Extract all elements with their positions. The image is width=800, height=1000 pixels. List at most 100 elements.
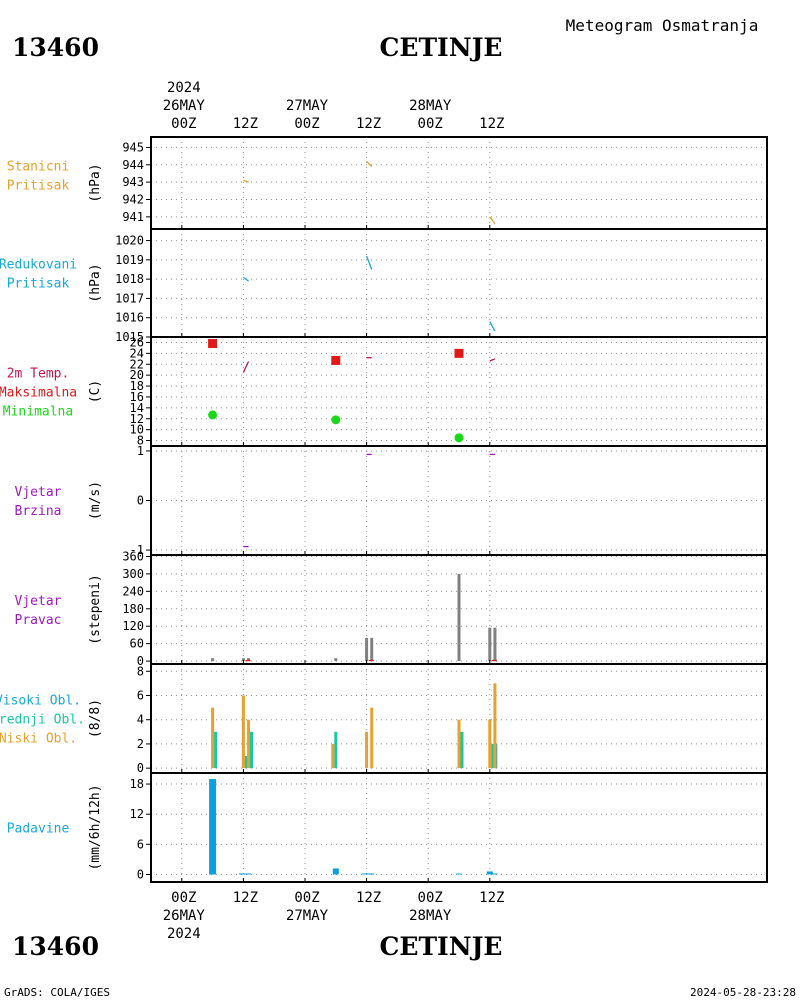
time-axis-hour-label: 12Z xyxy=(479,890,504,906)
tick-labels: 9419429439449451015101610171018101910208… xyxy=(115,140,144,881)
panel-labels: (hPa) Stanicni Pritisak (hPa) Redukovani Prit… xyxy=(0,160,103,871)
precipitation-bar xyxy=(332,868,339,875)
y-tick-label: 6 xyxy=(137,837,144,851)
panel-label: Pritisak xyxy=(7,179,70,194)
wind_direction-bar xyxy=(488,627,492,662)
clouds-bar xyxy=(491,743,495,769)
clouds-bar xyxy=(247,719,251,769)
panel-label: Pravac xyxy=(15,613,62,628)
y-tick-label: 22 xyxy=(130,357,144,371)
wind_direction-bar xyxy=(334,658,338,662)
panel-unit-label: (hPa) xyxy=(88,163,103,202)
clouds-bar xyxy=(457,719,461,769)
temperature-min-marker xyxy=(331,415,341,425)
time-axis-day-label: 26MAY xyxy=(163,98,206,114)
wind_direction-bar xyxy=(365,637,369,662)
panel-frames xyxy=(146,136,768,883)
time-axis-hour-label: 12Z xyxy=(233,116,258,132)
station-name-top: CETINJE xyxy=(380,33,503,62)
precipitation-bar xyxy=(486,871,493,875)
time-axis-hour-label: 00Z xyxy=(294,890,319,906)
temperature-max-marker xyxy=(331,355,341,365)
y-tick-label: 12 xyxy=(130,412,144,426)
y-tick-label: 16 xyxy=(130,390,144,404)
y-tick-label: 300 xyxy=(122,567,144,581)
clouds-bar xyxy=(334,731,338,769)
y-tick-label: 10 xyxy=(130,423,144,437)
station-id-top: 13460 xyxy=(12,33,99,62)
y-tick-label: 18 xyxy=(130,379,144,393)
clouds-bar xyxy=(488,719,492,769)
temperature-max-marker xyxy=(454,348,464,358)
temperature-min-marker xyxy=(454,433,464,443)
time-axis-year-label: 2024 xyxy=(167,80,201,96)
panel-unit-label: (8/8) xyxy=(88,699,103,738)
wind_direction-bar xyxy=(493,627,497,662)
time-axis-hour-label: 00Z xyxy=(294,116,319,132)
y-tick-label: 941 xyxy=(122,210,144,224)
station_pressure-line xyxy=(366,160,373,167)
clouds-bar xyxy=(365,731,369,769)
wind_direction-bar xyxy=(370,637,374,662)
time-axis-day-label: 28MAY xyxy=(409,908,452,924)
panel-frame xyxy=(150,228,768,338)
panel-label: Padavine xyxy=(7,822,70,837)
panel-unit-label: (m/s) xyxy=(88,481,103,520)
station_pressure-line xyxy=(243,179,249,183)
panel-label: Brzina xyxy=(15,504,62,519)
time-axis-day-label: 27MAY xyxy=(286,98,329,114)
reduced_pressure-line xyxy=(365,255,373,270)
y-tick-label: 0 xyxy=(137,494,144,508)
y-tick-label: 14 xyxy=(130,401,144,415)
panel-frame xyxy=(150,772,768,883)
panel-label: Visoki Obl. xyxy=(0,694,81,709)
temperature-min-marker xyxy=(208,410,218,420)
y-tick-label: 6 xyxy=(137,688,144,702)
reduced_pressure-line xyxy=(243,276,249,282)
panel-label: Vjetar xyxy=(15,594,62,609)
wind_direction-bar xyxy=(211,658,215,662)
time-axis-hour-label: 12Z xyxy=(356,116,381,132)
clouds-bar xyxy=(244,756,248,769)
time-axis-day-label: 26MAY xyxy=(163,908,206,924)
clouds-bar xyxy=(493,683,497,769)
reduced_pressure-line xyxy=(489,321,496,332)
clouds-bar xyxy=(370,707,374,769)
time-axis-hour-label: 12Z xyxy=(233,890,258,906)
wind_direction-bar xyxy=(241,658,245,662)
time-axis-hour-label: 00Z xyxy=(418,116,443,132)
y-tick-label: 0 xyxy=(137,867,144,881)
precipitation-bar xyxy=(362,873,375,875)
panel-label: Srednji Obl. xyxy=(0,713,85,728)
y-tick-label: 1016 xyxy=(115,311,144,325)
time-axis-hour-label: 00Z xyxy=(171,116,196,132)
y-tick-label: 12 xyxy=(130,807,144,821)
y-tick-label: 60 xyxy=(130,637,144,651)
y-tick-label: 943 xyxy=(122,175,144,189)
y-tick-label: 2 xyxy=(137,737,144,751)
y-tick-label: 1018 xyxy=(115,272,144,286)
clouds-bar xyxy=(250,731,254,769)
panel-label: Redukovani xyxy=(0,258,77,273)
data-marks xyxy=(208,160,498,875)
y-tick-label: 360 xyxy=(122,549,144,563)
panel-label: Stanicni xyxy=(7,160,70,175)
y-tick-label: 26 xyxy=(130,335,144,349)
clouds-bar xyxy=(214,731,218,769)
y-tick-label: 945 xyxy=(122,140,144,154)
y-tick-label: 944 xyxy=(122,158,144,172)
panel-label: Niski Obl. xyxy=(0,732,77,747)
temperature-max-marker xyxy=(208,339,218,349)
clouds-bar xyxy=(331,743,335,769)
precipitation-bar xyxy=(456,873,462,875)
clouds-bar xyxy=(241,695,245,769)
y-tick-label: 8 xyxy=(137,434,144,448)
y-tick-label: 4 xyxy=(137,713,144,727)
y-tick-label: 180 xyxy=(122,602,144,616)
time-axis-day-label: 28MAY xyxy=(409,98,452,114)
y-tick-label: 20 xyxy=(130,368,144,382)
y-tick-label: 240 xyxy=(122,584,144,598)
panel-label: Pritisak xyxy=(7,277,70,292)
time-axis-hour-label: 00Z xyxy=(171,890,196,906)
